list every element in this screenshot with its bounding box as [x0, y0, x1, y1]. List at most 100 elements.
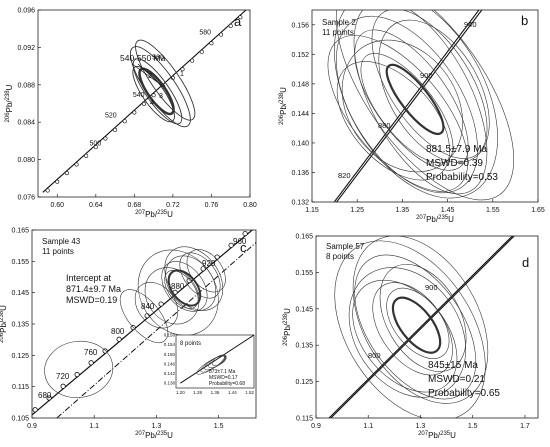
panel-d-axes: 0.9 1.1 1.3 1.5 1.7 0.115 0.125 0.135 0.145 0.155… — [295, 234, 539, 430]
probability-label: Probability=0.65 — [428, 388, 500, 399]
panel-a-plot — [42, 10, 250, 193]
y-tick-label: 0.155 — [11, 259, 29, 266]
age-marker — [84, 153, 89, 158]
mean-ellipse — [138, 67, 175, 116]
y-tick-label: 0.148 — [291, 81, 309, 88]
age-marker — [46, 395, 52, 401]
x-tick-label: 0.72 — [166, 202, 180, 209]
intercept-label: Intercept at — [66, 273, 112, 283]
inset-y-tick-label: 0.150 — [164, 352, 176, 357]
age-marker — [132, 110, 137, 115]
y-tick-label: 0.140 — [291, 140, 309, 147]
age-label: 500 — [90, 141, 102, 148]
x-tick-label: 1.25 — [350, 207, 364, 214]
concordia-curve — [333, 10, 480, 202]
y-tick-label: 0.145 — [295, 306, 313, 313]
x-tick-label: 0.80 — [243, 202, 257, 209]
inset-x-tick-label: 1.20 — [176, 390, 185, 395]
panel-letter: b — [521, 13, 528, 28]
y-tick-label: 0.145 — [11, 290, 29, 297]
inset-result: 873±7.1 Ma — [209, 369, 236, 375]
mean-ellipse — [391, 296, 442, 354]
y-tick-label: 0.165 — [11, 228, 29, 235]
age-marker — [199, 49, 204, 54]
ellipse-id-4: 4 — [150, 100, 154, 107]
panel-c-frame — [31, 229, 257, 419]
analysis-ellipse — [335, 15, 478, 194]
x-tick-label: 1.3 — [152, 423, 162, 430]
mswd-label: MSWD=0.39 — [426, 158, 483, 169]
x-tick-label: 1.65 — [531, 207, 545, 214]
mswd-label: MSWD=0.21 — [428, 374, 485, 385]
x-tick-label: 1.45 — [441, 207, 455, 214]
analysis-ellipse — [348, 267, 467, 398]
x-tick-label: 0.68 — [128, 202, 142, 209]
ellipse-id-2: 2 — [148, 73, 152, 80]
panel-b-axis-labels: 207Pb/235U 206Pb/238U — [279, 87, 454, 224]
analysis-ellipse — [341, 39, 463, 173]
result-age: 881.5±7.9 Ma — [426, 144, 488, 155]
inset-y-tick-label: 0.158 — [164, 333, 176, 338]
x-tick-label: 1.3 — [416, 423, 426, 430]
age-marker — [242, 230, 248, 237]
age-marker — [93, 145, 98, 150]
y-axis-label: 206Pb/238U — [283, 308, 292, 346]
age-marker — [228, 23, 233, 28]
sample-label: Sample 2 — [322, 18, 356, 27]
y-tick-label: 0.115 — [296, 416, 313, 423]
inset-points-label: 8 points — [180, 341, 201, 347]
mean-ellipse — [167, 269, 202, 307]
inset-x-tick-label: 1.44 — [228, 390, 237, 395]
x-tick-label: 1.5 — [468, 423, 478, 430]
inset-mswd: MSWD=0.17 — [209, 375, 238, 381]
age-label: 900 — [425, 283, 438, 292]
analysis-ellipse — [354, 254, 477, 400]
age-marker — [238, 15, 243, 20]
x-axis-label: 207Pb/235U — [418, 431, 456, 440]
age-label: 820 — [338, 171, 351, 180]
analysis-ellipse — [372, 282, 453, 376]
analysis-ellipse — [334, 10, 498, 199]
age-marker — [257, 220, 261, 224]
age-label: 960 — [233, 237, 247, 246]
age-label: 760 — [84, 348, 98, 357]
concordia-curve — [328, 236, 514, 418]
age-marker — [180, 67, 185, 72]
age-label: 880 — [171, 282, 185, 291]
age-marker — [122, 119, 127, 124]
analysis-ellipse — [179, 252, 221, 299]
y-tick-label: 0.132 — [291, 200, 309, 207]
y-tick-label: 0.092 — [17, 45, 35, 52]
age-marker — [55, 179, 60, 184]
y-axis-label: 206Pb/238U — [5, 84, 14, 122]
panel-a-axes: 0.60 0.64 0.68 0.72 0.76 0.80 0.076 0.080 0.084 0… — [17, 8, 256, 210]
y-tick-label: 0.155 — [295, 270, 313, 277]
analysis-ellipse — [186, 249, 226, 293]
age-marker — [88, 360, 94, 366]
y-tick-label: 0.096 — [17, 8, 35, 15]
age-label: 580 — [199, 29, 211, 36]
analysis-ellipse — [165, 255, 217, 311]
age-marker — [45, 188, 50, 193]
concordia-curve-2 — [330, 236, 515, 418]
panel-a-axis-labels: 207Pb/235U 206Pb/238U — [5, 84, 173, 219]
x-tick-label: 1.7 — [520, 423, 530, 430]
x-tick-label: 1.5 — [214, 423, 224, 430]
y-tick-label: 0.076 — [17, 195, 35, 202]
probability-label: Probability=0.53 — [426, 172, 498, 183]
age-label: 900 — [420, 71, 433, 80]
age-marker — [64, 171, 69, 176]
inset-y-tick-label: 0.138 — [164, 381, 176, 386]
annotation-label: 540-550 Ma — [120, 53, 166, 63]
intercept-age: 871.4±9.7 Ma — [66, 284, 121, 294]
panel-d-frame — [315, 235, 539, 419]
analysis-ellipse — [144, 267, 200, 325]
age-label: 940 — [464, 20, 477, 29]
x-tick-label: 1.15 — [305, 207, 319, 214]
x-tick-label: 0.9 — [27, 423, 37, 430]
age-label: 520 — [105, 113, 117, 120]
age-label: 880 — [378, 121, 391, 130]
x-tick-label: 1.1 — [363, 423, 373, 430]
y-tick-label: 0.088 — [17, 82, 35, 89]
age-label: 540 — [133, 92, 145, 99]
